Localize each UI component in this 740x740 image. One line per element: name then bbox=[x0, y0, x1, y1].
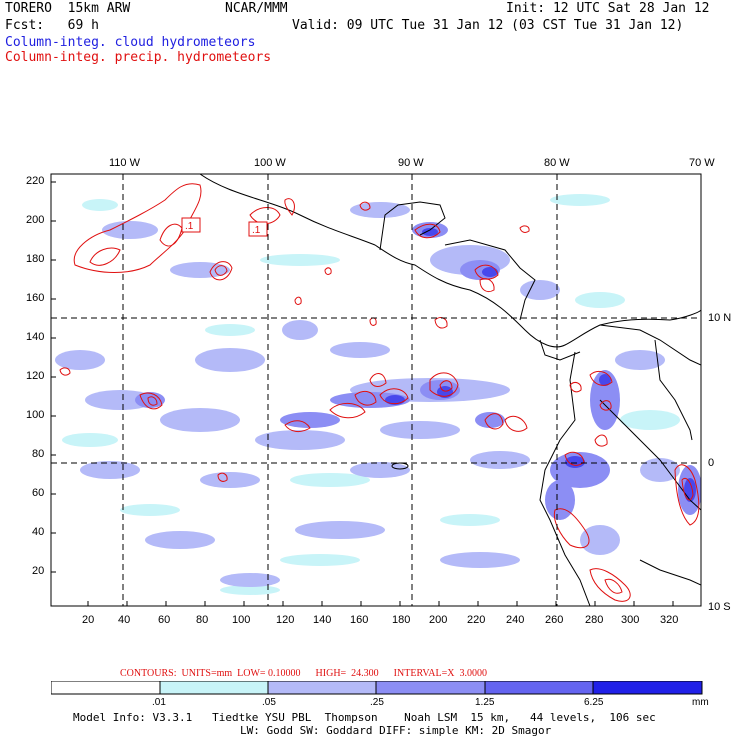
x-tick: 200 bbox=[429, 614, 448, 626]
colorbar-bin bbox=[267, 681, 377, 695]
tick-marks bbox=[51, 181, 674, 606]
lat-label: 10 N bbox=[708, 312, 732, 324]
colorbar-bin bbox=[159, 681, 269, 695]
x-tick: 20 bbox=[82, 614, 95, 626]
contour-label: .1 bbox=[185, 221, 194, 232]
x-tick: 100 bbox=[232, 614, 251, 626]
contour-label: .1 bbox=[252, 225, 261, 236]
colorbar-label: 6.25 bbox=[584, 697, 604, 708]
colorbar-bin bbox=[592, 681, 703, 695]
colorbar-label: 1.25 bbox=[475, 697, 495, 708]
lat-label: 10 S bbox=[708, 601, 731, 613]
model-title: TORERO 15km ARW bbox=[5, 1, 131, 16]
x-tick: 260 bbox=[545, 614, 564, 626]
x-tick: 40 bbox=[118, 614, 131, 626]
x-tick: 140 bbox=[313, 614, 332, 626]
coastline bbox=[199, 174, 701, 606]
y-tick: 60 bbox=[32, 487, 45, 499]
model-info: Model Info: V3.3.1 Tiedtke YSU PBL Thomp… bbox=[73, 711, 656, 724]
lon-label: 100 W bbox=[254, 157, 286, 169]
graticule bbox=[51, 174, 701, 606]
lat-label: 0 bbox=[708, 457, 715, 469]
lon-label: 70 W bbox=[689, 157, 715, 169]
x-tick: 300 bbox=[621, 614, 640, 626]
x-tick: 280 bbox=[585, 614, 604, 626]
x-tick: 320 bbox=[660, 614, 679, 626]
lon-label: 80 W bbox=[544, 157, 570, 169]
x-tick: 120 bbox=[276, 614, 295, 626]
center-name: NCAR/MMM bbox=[225, 1, 288, 16]
colorbar-label: .25 bbox=[370, 697, 384, 708]
lon-label: 110 W bbox=[109, 157, 140, 169]
contour-label-boxes bbox=[181, 217, 268, 237]
y-tick: 80 bbox=[32, 448, 45, 460]
init-time: Init: 12 UTC Sat 28 Jan 12 bbox=[506, 1, 710, 16]
y-tick: 160 bbox=[26, 292, 45, 304]
colorbar-label: .01 bbox=[152, 697, 166, 708]
colorbar-bin bbox=[375, 681, 486, 695]
colorbar-bin bbox=[51, 681, 161, 695]
x-tick: 240 bbox=[506, 614, 525, 626]
physics-info: LW: Godd SW: Goddard DIFF: simple KM: 2D… bbox=[240, 724, 552, 737]
colorbar-unit: mm bbox=[692, 697, 709, 708]
y-tick: 180 bbox=[26, 253, 45, 265]
x-tick: 180 bbox=[392, 614, 411, 626]
y-tick: 100 bbox=[26, 409, 45, 421]
x-tick: 60 bbox=[158, 614, 171, 626]
colorbar bbox=[51, 681, 703, 695]
lon-label: 90 W bbox=[398, 157, 424, 169]
forecast-hour: Fcst: 69 h bbox=[5, 18, 99, 33]
valid-time: Valid: 09 UTC Tue 31 Jan 12 (03 CST Tue … bbox=[292, 18, 684, 33]
map-frame bbox=[50, 173, 702, 607]
x-tick: 160 bbox=[350, 614, 369, 626]
field-precip-label: Column-integ. precip. hydrometeors bbox=[5, 50, 272, 65]
y-tick: 200 bbox=[26, 214, 45, 226]
colorbar-label: .05 bbox=[262, 697, 276, 708]
colorbar-bin bbox=[484, 681, 594, 695]
contours-info: CONTOURS: UNITS=mm LOW= 0.10000 HIGH= 24… bbox=[120, 668, 487, 679]
x-tick: 220 bbox=[467, 614, 486, 626]
y-tick: 20 bbox=[32, 565, 45, 577]
light-cloud-field bbox=[62, 194, 680, 595]
field-cloud-label: Column-integ. cloud hydrometeors bbox=[5, 35, 256, 50]
x-tick: 80 bbox=[196, 614, 209, 626]
y-tick: 220 bbox=[26, 175, 45, 187]
y-tick: 140 bbox=[26, 331, 45, 343]
y-tick: 40 bbox=[32, 526, 45, 538]
y-tick: 120 bbox=[26, 370, 45, 382]
